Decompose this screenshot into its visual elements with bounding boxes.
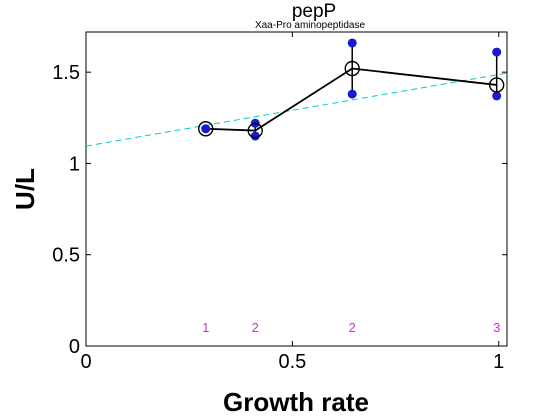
mean-marker bbox=[488, 77, 505, 93]
y-axis-ticks: 0 0.5 1 1.5 bbox=[52, 62, 507, 358]
replicate-dot bbox=[492, 91, 502, 101]
x-axis-label: Growth rate bbox=[223, 387, 369, 417]
replicate-dot bbox=[201, 124, 211, 134]
chart-subtitle: Xaa-Pro aminopeptidase bbox=[255, 20, 366, 31]
replicate-dot-layer bbox=[197, 38, 505, 141]
x-tick-label: 0.5 bbox=[278, 351, 306, 373]
replicate-dot bbox=[347, 38, 357, 48]
x-tick-label: 1 bbox=[493, 351, 504, 373]
fit-line-layer bbox=[85, 72, 508, 147]
x-axis-ticks: 0 0.5 1 bbox=[80, 32, 504, 373]
mean-marker bbox=[344, 60, 360, 77]
chart-title: pepP bbox=[292, 1, 336, 22]
y-tick-label: 0 bbox=[69, 336, 80, 358]
replicate-dot bbox=[347, 89, 357, 99]
replicate-dot bbox=[492, 47, 502, 57]
replicate-count-label: 1 bbox=[202, 320, 209, 335]
mean-line-layer bbox=[205, 67, 497, 132]
plot-area bbox=[85, 31, 508, 347]
mean-line bbox=[205, 67, 497, 132]
y-tick-label: 0.5 bbox=[52, 245, 80, 267]
mean-marker bbox=[247, 122, 263, 139]
x-tick-label: 0 bbox=[80, 351, 91, 373]
count-label-layer: 1 2 2 3 bbox=[202, 320, 500, 335]
replicate-count-label: 2 bbox=[349, 320, 356, 335]
y-tick-label: 1.5 bbox=[52, 62, 80, 84]
y-axis-label: U/L bbox=[10, 168, 40, 210]
replicate-dot bbox=[250, 131, 260, 141]
mean-marker bbox=[197, 121, 214, 137]
y-tick-label: 1 bbox=[69, 153, 80, 175]
replicate-count-label: 3 bbox=[493, 320, 500, 335]
fit-line bbox=[85, 72, 508, 147]
replicate-count-label: 2 bbox=[252, 320, 259, 335]
